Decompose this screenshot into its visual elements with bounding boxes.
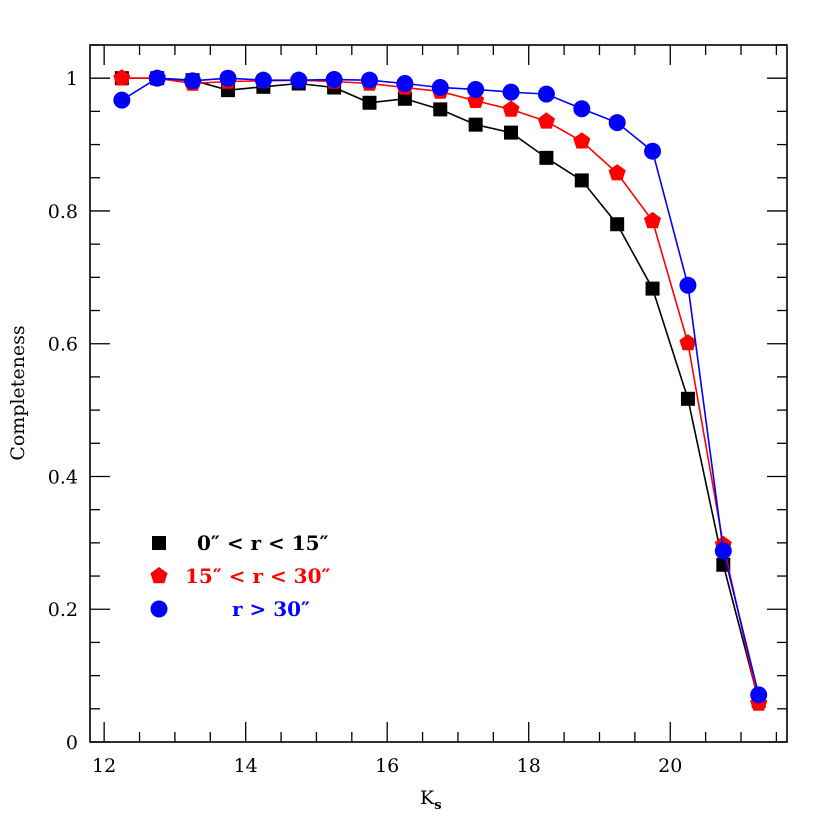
series-line [121,77,760,702]
series-2 [113,69,768,704]
data-point [361,71,379,89]
data-point [431,78,449,96]
series-line [121,77,760,704]
data-point [644,211,662,229]
data-point [113,69,131,86]
y-axis-label: Completeness [7,325,29,460]
data-point [574,173,589,188]
data-point [254,71,272,89]
series-line [121,77,760,696]
data-point [504,125,519,140]
data-point [679,334,697,351]
y-tick-label: 0.8 [48,201,78,223]
data-point [714,542,732,560]
data-point [184,72,202,90]
y-tick-label: 0.6 [48,334,78,356]
y-tick-label: 0.4 [48,466,78,488]
series-layer [113,69,768,711]
legend-label: r > 30″ [232,597,310,621]
data-point [679,276,697,294]
data-point [397,91,412,106]
x-tick-label: 16 [375,755,399,777]
series-1 [113,69,768,711]
data-point [573,100,591,118]
series-0 [114,71,766,708]
data-point [396,75,414,93]
legend-label: 15″ < r < 30″ [185,564,331,588]
data-point [468,117,483,132]
x-tick-label: 12 [92,755,116,777]
data-point [750,686,768,704]
x-axis-label-subscript: s [434,798,441,813]
legend-label: 0″ < r < 15″ [197,531,329,555]
data-point [573,132,591,149]
data-point [467,80,485,98]
legend: 0″ < r < 15″ 15″ < r < 30″ r > 30″ [150,531,331,621]
legend-marker [152,536,166,550]
data-point [537,112,555,129]
data-point [325,71,343,89]
data-point [113,91,131,109]
x-tick-label: 20 [658,755,682,777]
data-point [645,281,660,296]
data-point [290,71,308,89]
y-tick-label: 1 [66,68,78,90]
data-point [433,102,448,117]
data-point [539,150,554,165]
x-tick-label: 18 [517,755,541,777]
y-tick-label: 0 [66,732,78,754]
data-point [680,391,695,406]
data-point [362,95,377,110]
data-point [608,164,626,181]
axis-ticks: 12 14 16 18 20 0 0.2 0.4 0.6 0.8 1 [48,44,787,777]
x-axis-label: Ks [420,787,442,813]
x-tick-label: 14 [234,755,258,777]
legend-marker [150,600,168,618]
data-point [610,217,625,232]
data-point [148,69,166,87]
data-point [502,83,520,101]
data-point [502,100,520,117]
data-point [537,85,555,103]
data-point [608,114,626,132]
data-point [644,142,662,160]
data-point [219,69,237,87]
plot-frame [89,44,788,743]
legend-marker [150,567,168,584]
y-tick-label: 0.2 [48,599,78,621]
